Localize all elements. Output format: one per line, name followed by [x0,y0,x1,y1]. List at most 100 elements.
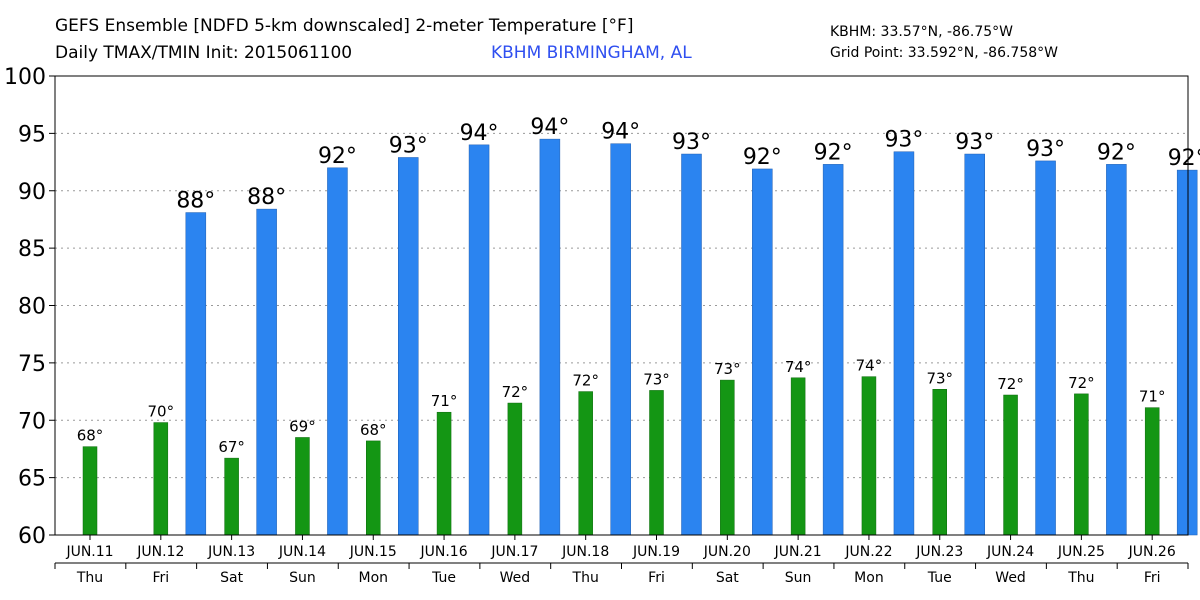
tmin-value-label: 73° [643,370,670,388]
x-date-label: JUN.12 [136,544,184,560]
x-date-label: JUN.24 [986,544,1034,560]
tmin-bar [224,457,239,536]
tmax-value-label: 94° [601,120,640,145]
x-date-label: JUN.23 [915,544,963,560]
tmax-bar [398,157,419,536]
tmin-value-label: 72° [502,383,529,401]
x-weekday-label: Tue [927,570,952,586]
chart-title-line2: Daily TMAX/TMIN Init: 2015061100 [55,43,353,63]
x-date-label: JUN.15 [349,544,397,560]
tmax-value-label: 88° [247,185,286,210]
tmax-value-label: 92° [318,144,357,169]
tmin-bar [295,437,310,536]
x-weekday-label: Mon [358,570,388,586]
chart-title-line1: GEFS Ensemble [NDFD 5-km downscaled] 2-m… [55,16,634,36]
tmin-value-label: 73° [714,360,741,378]
x-date-label: JUN.21 [774,544,822,560]
x-weekday-label: Fri [1144,570,1161,586]
tmax-value-label: 92° [814,140,853,165]
tmin-value-label: 72° [572,372,599,390]
tmax-value-label: 94° [530,115,569,140]
tmin-value-label: 67° [218,438,245,456]
tmax-bar [893,151,915,536]
x-weekday-label: Fri [152,570,169,586]
tmax-bar [752,168,773,536]
tmin-value-label: 74° [785,358,812,376]
x-weekday-label: Wed [995,570,1026,586]
tmin-bar [790,377,806,536]
tmax-value-label: 92° [1097,140,1136,165]
x-weekday-label: Sat [716,570,739,586]
x-date-label: JUN.13 [207,544,255,560]
x-weekday-label: Thu [572,570,599,586]
tmin-value-label: 72° [1068,374,1095,392]
x-weekday-label: Sat [220,570,243,586]
tmin-value-label: 71° [1139,388,1166,406]
tmin-bar [720,379,735,536]
tmin-bar [649,390,664,536]
tmin-bar [861,376,877,536]
tmax-value-label: 93° [672,130,711,155]
tmin-bar [1144,407,1160,536]
x-date-label: JUN.22 [844,544,892,560]
y-tick-label: 90 [18,180,46,205]
x-date-label: JUN.26 [1128,544,1176,560]
y-tick-label: 85 [18,237,46,262]
y-tick-label: 80 [18,295,46,320]
x-date-label: JUN.16 [420,544,468,560]
y-tick-label: 60 [18,524,46,549]
tmax-value-label: 93° [1026,137,1065,162]
x-date-label: JUN.18 [561,544,609,560]
x-date-label: JUN.20 [703,544,751,560]
tmax-bar [610,143,631,536]
x-date-label: JUN.17 [490,544,538,560]
tmin-bar [82,446,98,536]
y-tick-label: 100 [4,65,46,90]
tmax-value-label: 92° [1168,146,1200,171]
tmin-value-label: 73° [926,369,953,387]
plot-frame [54,75,1189,536]
station-name: KBHM BIRMINGHAM, AL [491,43,692,63]
tmax-value-label: 93° [389,133,428,158]
x-weekday-label: Mon [854,570,884,586]
tmin-bar [366,440,381,536]
tmax-bar [468,144,490,536]
tmin-bar [578,391,593,536]
tmin-bar [153,422,169,536]
x-weekday-label: Fri [648,570,665,586]
x-date-label: JUN.19 [632,544,680,560]
tmax-value-label: 94° [460,121,499,146]
tmax-bar [822,164,844,536]
tmax-bar [185,212,207,536]
tmax-bar [256,208,277,536]
x-date-label: JUN.25 [1057,544,1105,560]
x-date-label: JUN.11 [65,544,113,560]
tmax-bar [681,153,702,536]
tmin-value-label: 68° [77,427,104,445]
tmin-bar [932,389,947,536]
tmin-bar [436,411,452,536]
tmin-value-label: 71° [431,392,458,410]
x-date-label: JUN.14 [278,544,326,560]
tmax-bar [1176,169,1198,536]
x-weekday-label: Tue [431,570,456,586]
tmin-bar [1074,393,1089,536]
tmax-bar [1035,160,1056,536]
station-coordinates: KBHM: 33.57°N, -86.75°W [830,24,1013,40]
tmin-value-label: 72° [997,375,1024,393]
tmin-bar [1003,394,1018,536]
tmin-value-label: 74° [856,357,883,375]
x-weekday-label: Thu [1067,570,1094,586]
tmax-value-label: 93° [955,130,994,155]
y-tick-label: 65 [18,467,46,492]
tmax-bar [327,167,348,536]
tmax-bar [1106,164,1127,536]
tmax-bar [539,138,561,536]
tmin-value-label: 69° [289,417,316,435]
y-tick-label: 70 [18,409,46,434]
y-tick-label: 75 [18,352,46,377]
y-tick-label: 95 [18,122,46,147]
x-weekday-label: Sun [785,570,812,586]
tmin-value-label: 70° [148,403,175,421]
